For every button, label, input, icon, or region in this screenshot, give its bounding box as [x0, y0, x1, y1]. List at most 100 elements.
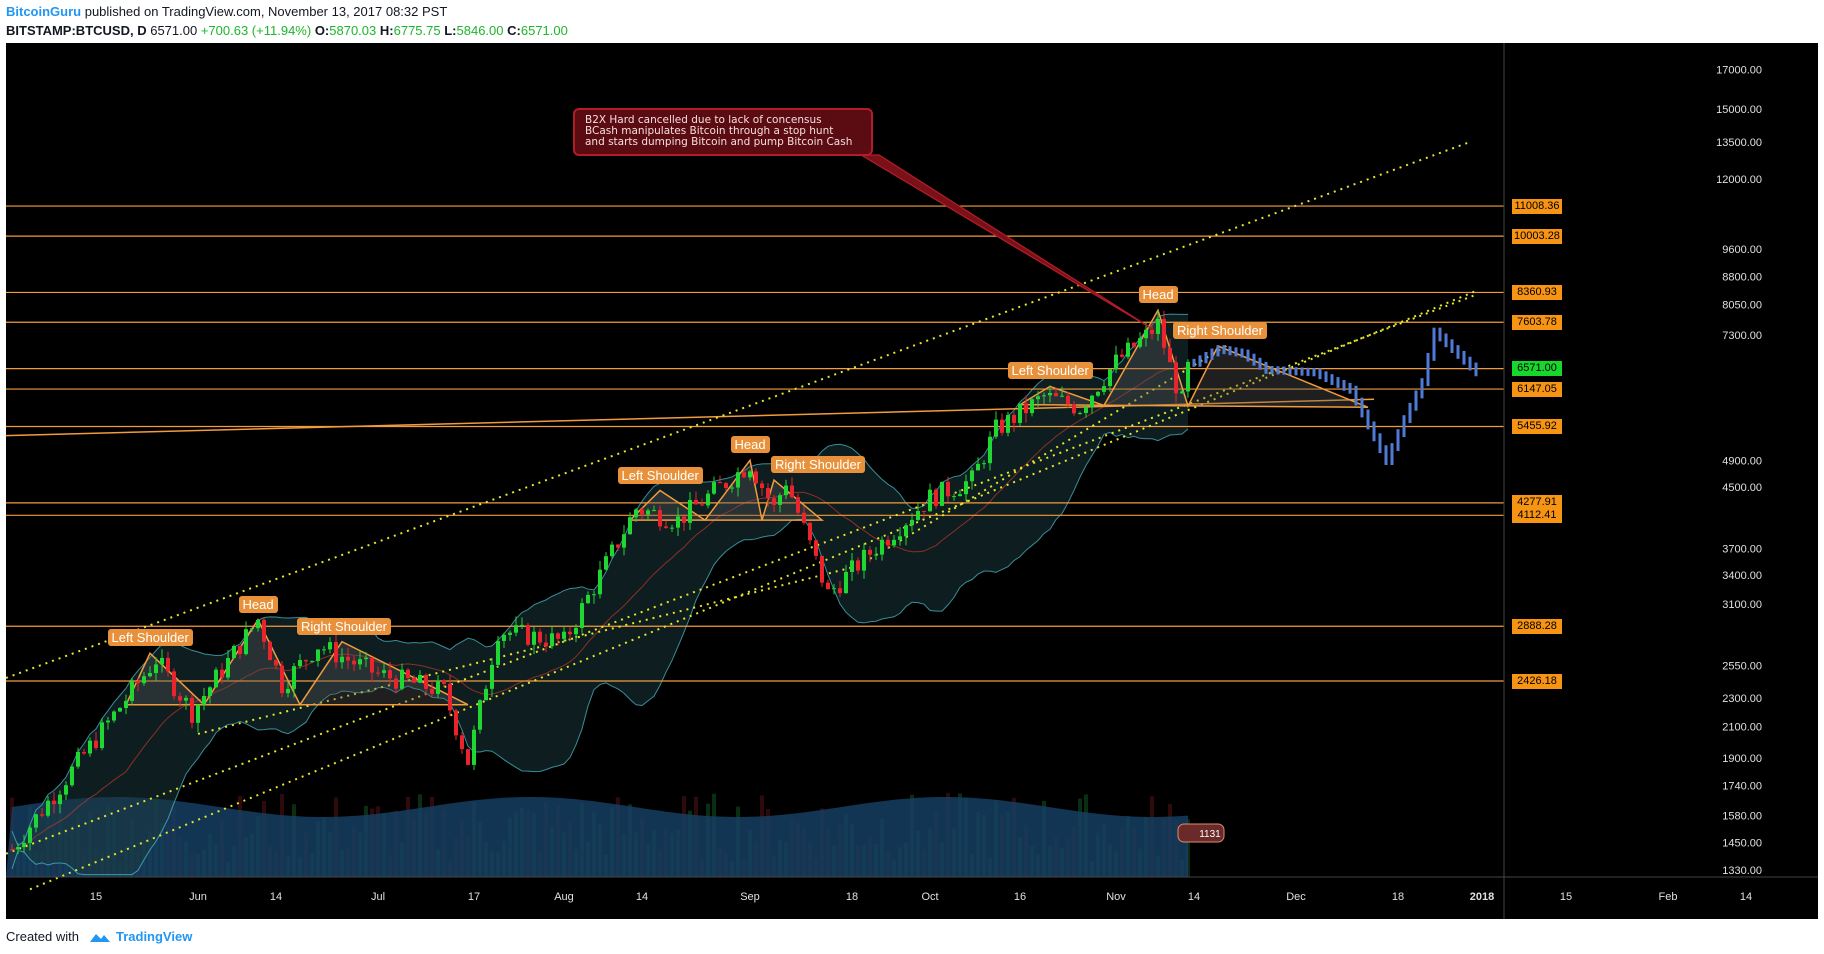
projection-bar: [1252, 353, 1256, 366]
current-price-tag: 6571.00: [1512, 360, 1562, 376]
publish-info: published on TradingView.com, November 1…: [81, 4, 448, 19]
price-axis-panel: [1504, 43, 1818, 919]
candle-body: [274, 660, 278, 666]
candle-body: [796, 497, 800, 513]
low-label: L:: [444, 23, 457, 38]
projection-bar: [1294, 367, 1298, 376]
projection-bar: [1288, 366, 1292, 376]
candle-body: [1174, 362, 1178, 394]
candle-body: [940, 481, 944, 506]
candle-body: [592, 594, 596, 596]
projection-bar: [1318, 368, 1322, 380]
candle-body: [952, 496, 956, 498]
candle-body: [802, 512, 806, 523]
candle-body: [766, 488, 770, 499]
pattern-label[interactable]: Left Shoulder: [1007, 362, 1093, 380]
candle-body: [160, 657, 164, 665]
candle-body: [676, 516, 680, 528]
candle-body: [316, 649, 320, 661]
tradingview-link[interactable]: TradingView: [115, 929, 193, 944]
candle-body: [256, 619, 260, 629]
candle-body: [220, 669, 224, 678]
projection-bar: [1222, 345, 1226, 355]
candle-body: [304, 660, 308, 662]
pattern-label[interactable]: Head: [730, 436, 770, 454]
candle-body: [724, 483, 728, 489]
volume-badge-text: 1131: [1199, 829, 1221, 840]
candle-body: [178, 696, 182, 701]
candle-body: [94, 740, 98, 749]
projection-bar: [1300, 367, 1304, 376]
candle-body: [550, 633, 554, 647]
candle-body: [1168, 347, 1172, 363]
candle-body: [1090, 395, 1094, 408]
projection-bar: [1462, 350, 1466, 365]
candle-body: [310, 660, 314, 662]
candle-body: [64, 785, 68, 795]
candle-body: [502, 634, 506, 641]
candle-body: [292, 666, 296, 689]
candle-body: [268, 641, 272, 661]
pattern-label[interactable]: Right Shoulder: [1173, 322, 1267, 339]
candle-body: [634, 509, 638, 518]
candle-body: [886, 539, 890, 546]
candle-body: [1000, 419, 1004, 433]
candle-body: [1012, 415, 1016, 423]
y-tick-label: 3100.00: [1722, 599, 1762, 611]
candle-body: [328, 642, 332, 650]
candle-body: [472, 729, 476, 765]
candle-body: [376, 672, 380, 674]
candle-body: [580, 603, 584, 628]
x-tick-label: 14: [1740, 891, 1752, 903]
x-tick-label: Sep: [740, 891, 760, 903]
level-price-tag: 7603.78: [1512, 314, 1562, 330]
candle-body: [568, 631, 572, 635]
candle-body: [556, 633, 560, 639]
ohlc-line: BITSTAMP:BTCUSD, D 6571.00 +700.63 (+11.…: [6, 21, 1816, 40]
candle-body: [1036, 396, 1040, 400]
candle-body: [832, 588, 836, 590]
pattern-label[interactable]: Right Shoulder: [297, 617, 391, 635]
candle-body: [412, 677, 416, 683]
candle-body: [436, 680, 440, 694]
chart-area[interactable]: 17000.00 15000.00 13500.00 12000.00 9600.00 8…: [6, 43, 1818, 919]
candle-body: [340, 656, 344, 663]
annotation-callout[interactable]: B2X Hard cancelled due to lack of concen…: [573, 108, 873, 156]
projection-bar: [1456, 345, 1460, 359]
candle-body: [628, 517, 632, 535]
projection-bar: [1354, 385, 1358, 406]
projection-bar: [1228, 346, 1232, 356]
y-tick-label: 1740.00: [1722, 780, 1762, 792]
projection-bar: [1360, 397, 1364, 418]
candle-body: [712, 482, 716, 494]
y-tick-label: 8800.00: [1722, 271, 1762, 283]
candle-body: [1162, 318, 1166, 348]
projection-bar: [1192, 358, 1196, 367]
high-label: H:: [379, 23, 394, 38]
candle-body: [856, 560, 860, 571]
level-price-tag: 11008.36: [1512, 198, 1562, 214]
candle-body: [1114, 354, 1118, 370]
author-name[interactable]: BitcoinGuru: [6, 4, 82, 19]
candle-body: [196, 704, 200, 723]
pattern-label[interactable]: Left Shoulder: [617, 466, 703, 484]
projection-bar: [1336, 377, 1340, 388]
price-chart[interactable]: 17000.00 15000.00 13500.00 12000.00 9600.00 8…: [6, 43, 1818, 919]
projection-bar: [1270, 365, 1274, 375]
candle-body: [322, 649, 326, 651]
projection-bar: [1246, 349, 1250, 362]
tradingview-logo-icon[interactable]: [89, 931, 111, 943]
candle-body: [1120, 354, 1124, 357]
candle-body: [604, 556, 608, 570]
annotation-line: BCash manipulates Bitcoin through a stop…: [585, 125, 834, 137]
pattern-label[interactable]: Right Shoulder: [771, 456, 865, 474]
candle-body: [1156, 318, 1160, 334]
projection-bar: [1396, 429, 1400, 452]
projection-bar: [1216, 345, 1220, 357]
publish-line: BitcoinGuru published on TradingView.com…: [6, 2, 1816, 21]
candle-body: [622, 534, 626, 548]
pattern-label[interactable]: Head: [238, 595, 278, 613]
pattern-label[interactable]: Head: [1138, 286, 1178, 304]
x-tick-label: 2018: [1470, 891, 1494, 903]
pattern-label[interactable]: Left Shoulder: [107, 629, 193, 647]
